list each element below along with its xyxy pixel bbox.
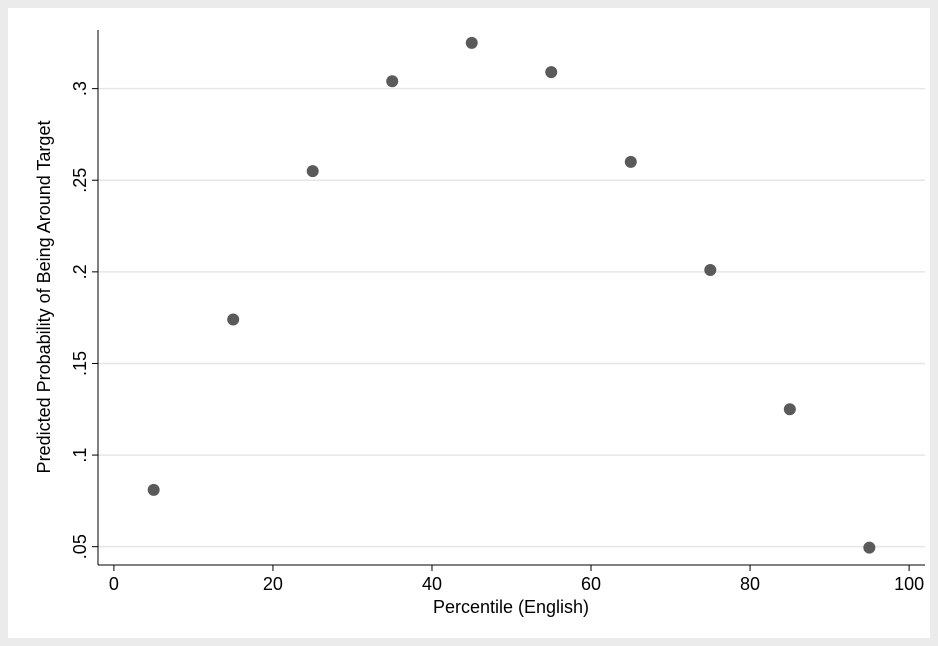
point bbox=[386, 75, 399, 88]
x-tick-label: 100 bbox=[894, 574, 924, 594]
y-tick-label: .05 bbox=[70, 534, 90, 559]
point bbox=[704, 264, 717, 277]
y-axis-label: Predicted Probability of Being Around Ta… bbox=[34, 121, 54, 474]
y-tick-label: .3 bbox=[70, 81, 90, 96]
plot-region bbox=[98, 30, 925, 565]
point bbox=[624, 155, 637, 168]
x-tick-label: 20 bbox=[263, 574, 283, 594]
x-axis-label: Percentile (English) bbox=[433, 597, 589, 617]
point bbox=[227, 313, 240, 326]
point bbox=[465, 36, 478, 49]
x-tick-label: 40 bbox=[422, 574, 442, 594]
y-tick-label: .1 bbox=[70, 448, 90, 463]
point bbox=[783, 403, 796, 416]
x-tick-label: 60 bbox=[581, 574, 601, 594]
point bbox=[863, 541, 876, 554]
point bbox=[545, 66, 558, 79]
point bbox=[306, 165, 319, 178]
x-tick-label: 0 bbox=[109, 574, 119, 594]
y-tick-label: .15 bbox=[70, 351, 90, 376]
x-tick-label: 80 bbox=[740, 574, 760, 594]
point bbox=[147, 483, 160, 496]
y-tick-label: .2 bbox=[70, 264, 90, 279]
y-tick-label: .25 bbox=[70, 168, 90, 193]
